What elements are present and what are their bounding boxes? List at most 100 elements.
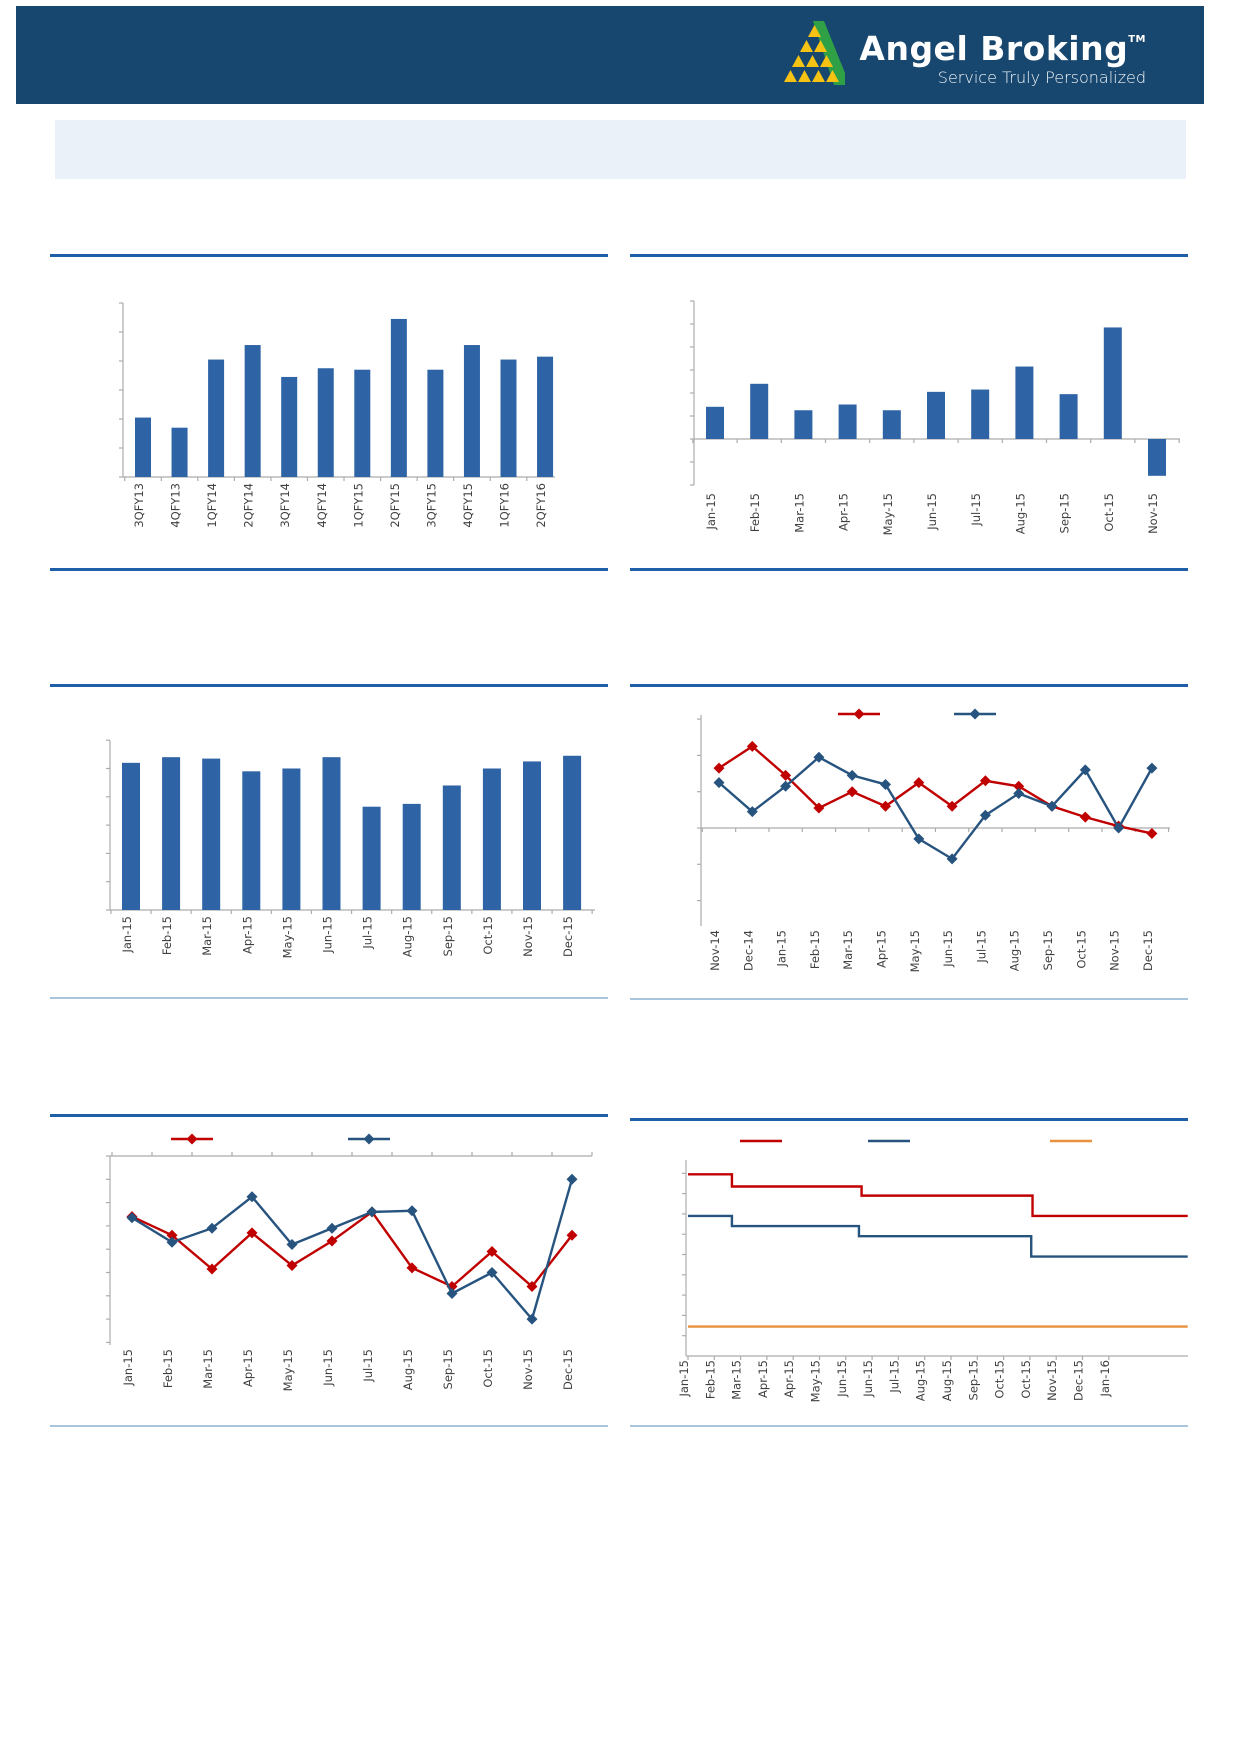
axis-label: Dec-14 <box>741 930 755 971</box>
data-point-marker <box>880 778 891 790</box>
bar <box>1015 366 1034 439</box>
axis-label: Jan-15 <box>677 1360 691 1398</box>
bar <box>362 806 381 910</box>
chart-3-svg: Jan-15 Feb-15 Mar-15 Apr-15 May-15 Jun-15 Jul-… <box>106 739 595 958</box>
axis-label: 2QFY16 <box>534 483 548 528</box>
data-point-marker <box>1079 811 1091 823</box>
bar <box>1103 327 1122 439</box>
line-series <box>131 1178 574 1322</box>
axis-label: Dec-15 <box>561 1349 575 1390</box>
data-point-marker <box>246 1227 258 1239</box>
step-series <box>688 1214 1188 1258</box>
axis-label: May-15 <box>908 930 922 972</box>
bar <box>171 427 188 477</box>
chart-1-svg: 3QFY13 4QFY13 1QFY14 2QFY14 3QFY14 4QFY14 1QFY… <box>119 302 555 528</box>
axis-label: Jul-15 <box>887 1360 901 1394</box>
bar <box>122 762 140 910</box>
data-point-marker <box>246 1191 258 1203</box>
data-point-marker <box>406 1262 418 1274</box>
axis-label: 4QFY13 <box>169 483 183 528</box>
axis-label: Nov-15 <box>521 1349 535 1390</box>
data-point-marker <box>853 708 865 720</box>
bar <box>882 410 901 439</box>
axis-label: Sep-15 <box>1041 930 1055 970</box>
axis-label: Apr-15 <box>756 1360 770 1398</box>
bar <box>322 757 341 910</box>
chart-quarterly-bar: 3QFY13 4QFY13 1QFY14 2QFY14 3QFY14 4QFY14 1QFY… <box>50 280 608 584</box>
bar <box>523 761 541 910</box>
data-point-marker <box>486 1267 498 1278</box>
data-point-marker <box>946 800 958 812</box>
axis-label: Jul-15 <box>974 930 988 964</box>
axis-label: 1QFY16 <box>498 483 512 528</box>
axis-label: Mar-15 <box>792 493 806 533</box>
data-point-marker <box>486 1246 498 1258</box>
axis-label: Feb-15 <box>160 916 174 955</box>
section-rule-top-right <box>630 254 1188 257</box>
axis-label: Oct-15 <box>1102 493 1116 532</box>
data-point-marker <box>286 1260 298 1272</box>
axis-label: 3QFY15 <box>424 483 438 528</box>
axis-label: Feb-15 <box>808 930 822 969</box>
bar <box>282 768 301 910</box>
line-series <box>131 1210 573 1289</box>
axis-label: Mar-15 <box>201 1349 215 1389</box>
bar <box>402 803 421 910</box>
section-rule-row2-top-right <box>630 684 1188 687</box>
data-point-marker <box>363 1133 375 1145</box>
axis-label: Nov-15 <box>1045 1360 1059 1401</box>
bar <box>354 369 371 477</box>
axis-label: Nov-15 <box>1146 493 1160 534</box>
brand-logo-block: Angel BrokingTM Service Truly Personaliz… <box>783 10 1146 100</box>
axis-label: 4QFY14 <box>315 483 329 528</box>
axis-label: Nov-15 <box>1108 930 1122 971</box>
summary-banner <box>55 120 1186 179</box>
axis-label: May-15 <box>280 916 294 958</box>
axis-label: Oct-15 <box>993 1360 1007 1399</box>
axis-label: 1QFY14 <box>205 483 219 528</box>
data-point-marker <box>746 806 758 818</box>
brand-text: Angel BrokingTM Service Truly Personaliz… <box>859 23 1146 88</box>
bar <box>390 318 407 477</box>
step-series <box>688 1173 1188 1218</box>
axis-label: Sep-15 <box>966 1360 980 1400</box>
data-point-marker <box>979 775 991 787</box>
data-point-marker <box>1046 800 1058 812</box>
data-point-marker <box>913 777 925 789</box>
axis-label: Jul-15 <box>969 493 983 527</box>
data-point-marker <box>1146 762 1158 774</box>
axis-label: Oct-15 <box>481 916 495 955</box>
axis-label: Aug-15 <box>940 1360 954 1401</box>
data-point-marker <box>846 769 858 781</box>
data-point-marker <box>846 786 858 798</box>
section-rule-row2-top-left <box>50 684 608 687</box>
axis-label: Mar-15 <box>200 916 214 956</box>
section-rule-row3-bottom-left <box>50 1425 608 1427</box>
chart-monthly-bar: Jan-15 Feb-15 Mar-15 Apr-15 May-15 Jun-15 Jul-… <box>630 280 1188 584</box>
axis-label: 2QFY15 <box>388 483 402 528</box>
chart-6-svg: Jan-15 Feb-15 Mar-15 Apr-15 Apr-15 May-15 Jun-… <box>677 1139 1188 1402</box>
bar <box>208 359 225 477</box>
bar <box>463 345 480 477</box>
bar <box>242 771 261 910</box>
bar <box>838 404 857 439</box>
bar <box>162 757 181 910</box>
data-point-marker <box>566 1229 578 1241</box>
axis-label: Dec-15 <box>561 916 575 957</box>
chart-monthly-bar-2: Jan-15 Feb-15 Mar-15 Apr-15 May-15 Jun-15 Jul-… <box>50 710 608 1014</box>
data-point-marker <box>166 1236 178 1248</box>
axis-label: May-15 <box>881 493 895 535</box>
axis-label: Jun-15 <box>925 493 939 531</box>
axis-label: Nov-15 <box>521 916 535 957</box>
bar <box>750 383 769 439</box>
section-rule-row1-bottom-right <box>630 568 1188 571</box>
axis-label: Jun-15 <box>861 1360 875 1398</box>
section-rule-row3-top-right <box>630 1118 1188 1121</box>
axis-label: Dec-15 <box>1072 1360 1086 1401</box>
header-bar: Angel BrokingTM Service Truly Personaliz… <box>16 6 1204 104</box>
axis-label: 2QFY14 <box>242 483 256 528</box>
axis-label: Mar-15 <box>841 930 855 970</box>
data-point-marker <box>813 751 825 763</box>
axis-label: Oct-15 <box>481 1349 495 1388</box>
chart-two-line-negative: Jan-15 Feb-15 Mar-15 Apr-15 May-15 Jun-15 Jul-… <box>50 1120 608 1434</box>
